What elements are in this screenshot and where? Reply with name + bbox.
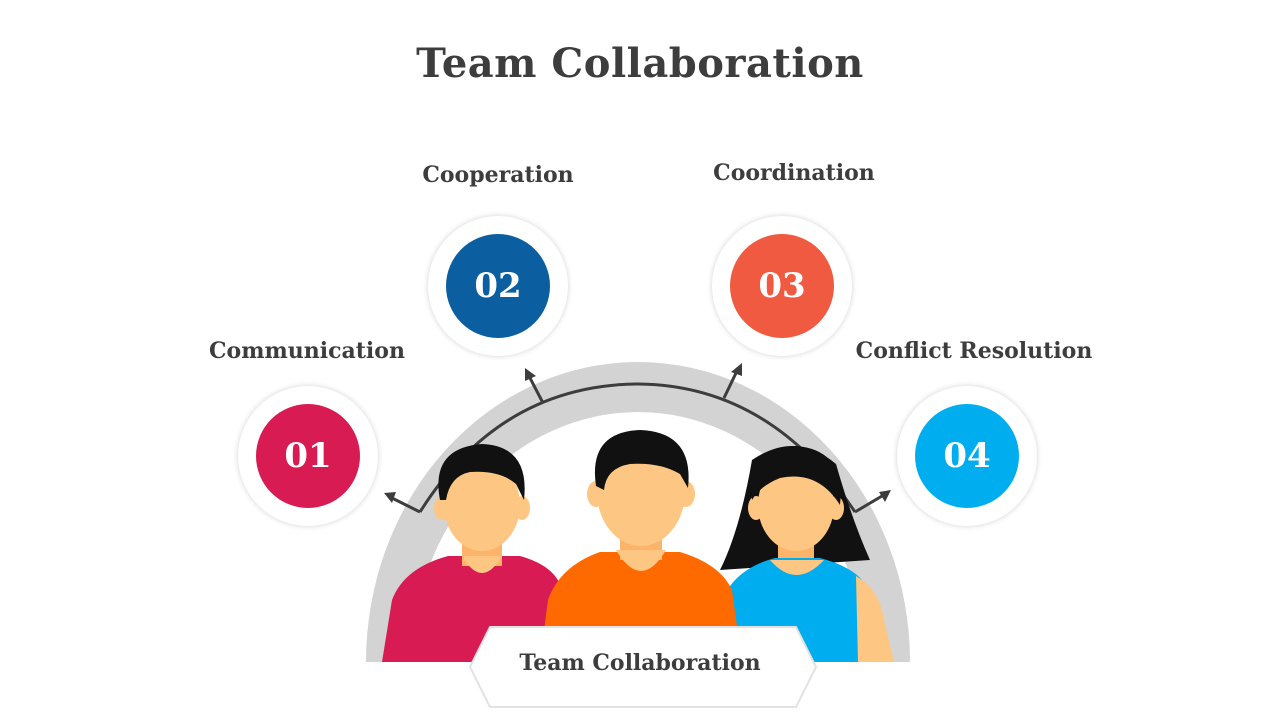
person-right	[720, 445, 894, 662]
arrowhead-04	[879, 490, 891, 502]
right-hair-front	[751, 446, 841, 505]
center-label: Team Collaboration	[519, 650, 761, 676]
center-hair	[594, 430, 689, 490]
step-03-badge: 03	[730, 234, 834, 338]
step-02-badge: 02	[446, 234, 550, 338]
step-02-label: Cooperation	[422, 162, 574, 188]
step-04-label: Conflict Resolution	[855, 338, 1093, 364]
step-03-label: Coordination	[713, 160, 875, 186]
arc-band	[366, 362, 910, 662]
step-01-badge: 01	[256, 404, 360, 508]
arrow-01	[391, 496, 421, 514]
arrowhead-03	[731, 363, 742, 376]
step-02-ring: 02	[428, 216, 568, 356]
step-03-number: 03	[758, 266, 806, 306]
step-04-badge: 04	[915, 404, 1019, 508]
step-04-ring: 04	[897, 386, 1037, 526]
step-03-ring: 03	[712, 216, 852, 356]
left-hair	[438, 444, 525, 500]
step-04-number: 04	[943, 436, 991, 476]
page-title: Team Collaboration	[416, 40, 864, 87]
arrowhead-01	[384, 492, 396, 503]
step-01-number: 01	[284, 436, 332, 476]
center-banner	[468, 626, 818, 708]
step-01-label: Communication	[209, 338, 405, 364]
arrowhead-02	[525, 368, 536, 381]
step-02-number: 02	[474, 266, 522, 306]
step-01-ring: 01	[238, 386, 378, 526]
